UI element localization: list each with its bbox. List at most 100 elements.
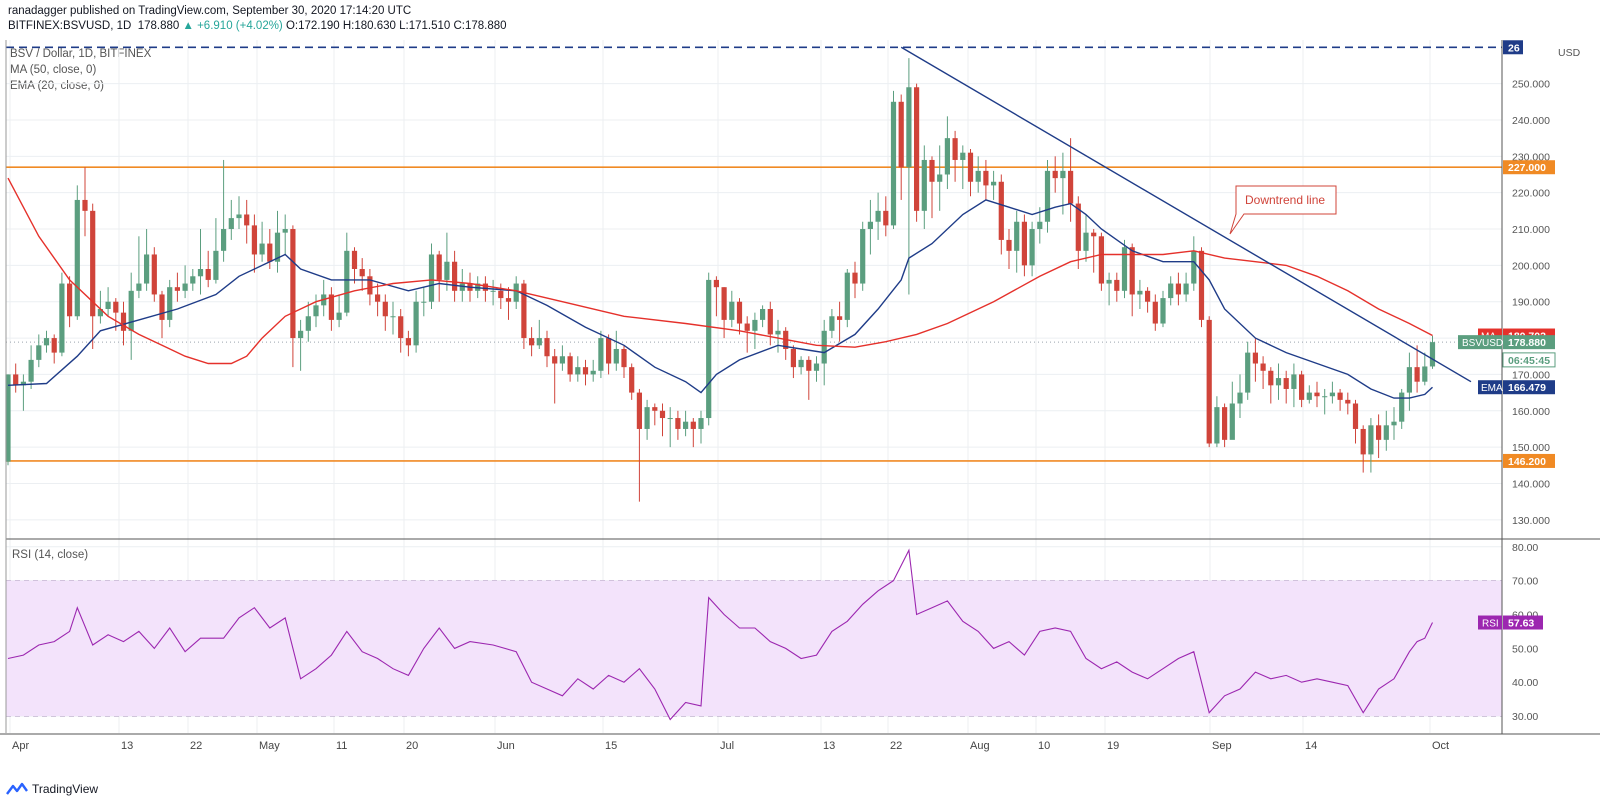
rsi-tag-name-box	[1478, 615, 1502, 630]
rsi-legend[interactable]: RSI (14, close)	[12, 549, 88, 561]
candle-body	[629, 367, 635, 393]
candle-body	[914, 87, 920, 211]
ohlc: O:172.190 H:180.630 L:171.510 C:178.880	[285, 20, 507, 32]
candle-body	[1083, 232, 1089, 251]
candle-body	[575, 367, 581, 375]
candle-body	[428, 254, 435, 302]
symbol-line: BITFINEX:BSVUSD, 1D 178.880 ▲ +6.910 (+4…	[8, 19, 507, 34]
candle-body	[937, 174, 943, 182]
x-tick-label: Sep	[1212, 740, 1232, 752]
x-tick-label: 15	[605, 740, 617, 752]
candle-body	[120, 312, 127, 331]
candle-body	[1406, 367, 1412, 393]
x-tick-label: Apr	[12, 740, 29, 752]
rsi-line	[7, 548, 1433, 721]
candle-body	[613, 348, 619, 364]
candle-body	[667, 418, 673, 420]
x-tick-label: Aug	[970, 740, 990, 752]
candle-body	[228, 218, 234, 230]
candle-body	[598, 338, 604, 371]
candle-body	[1291, 374, 1297, 389]
chart-header: ranadagger published on TradingView.com,…	[8, 4, 507, 34]
x-tick-label: 22	[190, 740, 202, 752]
candle-body	[867, 221, 873, 230]
x-tick-label: 10	[1038, 740, 1050, 752]
candle-body	[844, 272, 850, 320]
candle-body	[167, 287, 173, 320]
x-tick-label: 22	[890, 740, 902, 752]
candle-body	[344, 250, 350, 313]
candle-body	[683, 421, 689, 429]
rsi-tick-label: 30.00	[1512, 711, 1538, 723]
downtrend-annotation[interactable]: Downtrend line	[1229, 185, 1337, 235]
legend-ma[interactable]: MA (50, close, 0)	[10, 64, 97, 76]
candle-body	[1222, 407, 1228, 440]
candle-body	[1260, 363, 1266, 371]
x-tick-label: 20	[406, 740, 418, 752]
candle-body	[1183, 283, 1189, 295]
candle-body	[929, 159, 935, 182]
price-chart[interactable]: 130.000140.000150.000160.000170.000180.0…	[0, 0, 1600, 780]
candle-body	[290, 229, 296, 339]
candle-body	[606, 338, 612, 364]
candle-body	[444, 261, 450, 280]
candle-body	[452, 261, 458, 291]
candle-body	[151, 254, 157, 295]
candle-body	[767, 308, 773, 335]
candle-body	[136, 283, 142, 291]
candle-body	[1229, 403, 1235, 440]
candle-body	[567, 356, 573, 375]
candle-body	[251, 225, 257, 255]
published-line: ranadagger published on TradingView.com,…	[8, 5, 412, 17]
y-tick-label: 150.000	[1512, 442, 1550, 454]
candle-body	[105, 301, 111, 309]
tag-value-box	[1502, 352, 1556, 368]
candle-body	[1075, 203, 1081, 251]
candle-body	[90, 210, 96, 317]
candle-body	[513, 283, 519, 302]
candle-body	[644, 407, 650, 429]
candle-body	[752, 319, 758, 331]
ma-line	[7, 177, 1433, 365]
footer-brand[interactable]: TradingView	[6, 782, 98, 796]
candle-body	[459, 283, 465, 291]
candle-body	[382, 301, 388, 317]
legend-ema[interactable]: EMA (20, close, 0)	[10, 80, 104, 92]
indicator-legend: BSV / Dollar, 1D, BITFINEX MA (50, close…	[10, 46, 151, 94]
candle-body	[1368, 425, 1374, 455]
candle-body	[113, 301, 119, 313]
candle-body	[36, 345, 42, 360]
downtrend-line[interactable]	[900, 46, 1472, 383]
level-tag	[1503, 453, 1555, 468]
candle-body	[1068, 170, 1074, 204]
candle-body	[128, 290, 134, 331]
candle-body	[967, 152, 974, 182]
x-tick-label: 14	[1305, 740, 1317, 752]
y-tick-label: 170.000	[1512, 369, 1550, 381]
candle-body	[1191, 250, 1197, 284]
y-tick-label: 160.000	[1512, 406, 1550, 418]
tag-name: BSVUSD	[1462, 338, 1503, 349]
x-tick-label: 13	[823, 740, 835, 752]
candle-body	[1145, 290, 1151, 302]
rsi-tag-value-box	[1503, 615, 1543, 630]
candle-body	[621, 348, 627, 368]
candle-body	[1106, 279, 1112, 284]
candle-body	[1322, 396, 1328, 398]
candle-body	[713, 279, 719, 288]
y-tick-label: 140.000	[1512, 478, 1550, 490]
candle-body	[1352, 403, 1359, 429]
annotation-callout	[1229, 185, 1337, 235]
candle-body	[1014, 221, 1020, 251]
candle-body	[1175, 283, 1181, 295]
candle-body	[1376, 425, 1382, 440]
candle-body	[852, 272, 858, 284]
candle-body	[1275, 378, 1282, 386]
candle-body	[313, 305, 319, 317]
candle-body	[1360, 428, 1366, 455]
legend-title[interactable]: BSV / Dollar, 1D, BITFINEX	[10, 48, 152, 60]
candle-body	[1399, 392, 1405, 422]
candle-body	[1060, 170, 1066, 179]
change: ▲ +6.910 (+4.02%)	[182, 20, 283, 32]
candle-body	[729, 301, 735, 320]
